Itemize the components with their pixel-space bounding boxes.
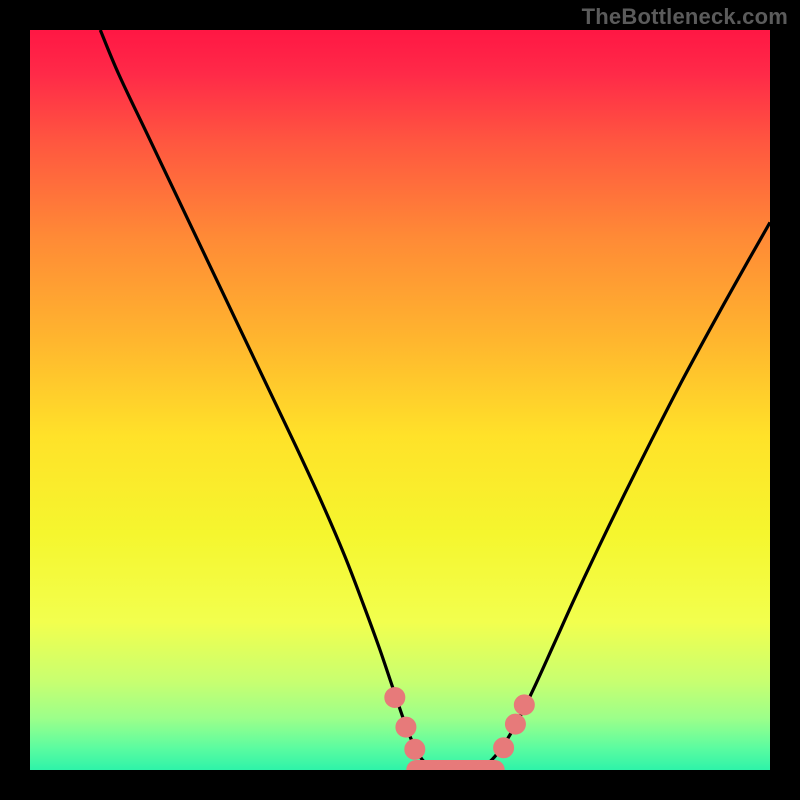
plot-area bbox=[30, 30, 770, 770]
marker-dot bbox=[505, 714, 525, 734]
chart-container: TheBottleneck.com bbox=[0, 0, 800, 800]
watermark-text: TheBottleneck.com bbox=[582, 4, 788, 30]
marker-dot bbox=[396, 717, 416, 737]
marker-dot bbox=[494, 738, 514, 758]
curves-svg bbox=[30, 30, 770, 770]
marker-dot bbox=[405, 739, 425, 759]
left-curve bbox=[100, 30, 444, 770]
marker-dot bbox=[385, 687, 405, 707]
marker-dot bbox=[514, 695, 534, 715]
right-curve bbox=[470, 222, 770, 770]
